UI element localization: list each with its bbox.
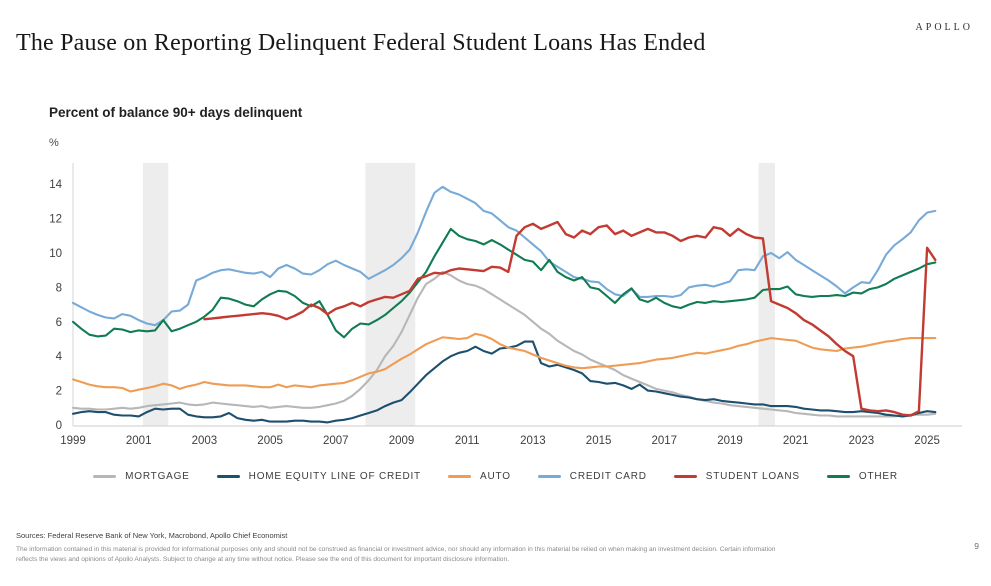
x-tick-label: 2003 bbox=[192, 435, 218, 447]
y-tick-label: 2 bbox=[56, 386, 62, 398]
y-axis-unit-label: % bbox=[49, 137, 59, 149]
x-tick-label: 2001 bbox=[126, 435, 152, 447]
legend-label-home-equity-line-of-credit: HOME EQUITY LINE OF CREDIT bbox=[248, 471, 421, 482]
x-tick-label: 2011 bbox=[455, 435, 480, 447]
series-line-other bbox=[71, 227, 937, 339]
x-tick-label: 2007 bbox=[323, 435, 349, 447]
series-line-student-loans bbox=[203, 220, 937, 417]
legend-swatch-home-equity-line-of-credit bbox=[216, 475, 240, 478]
legend-swatch-student-loans bbox=[673, 475, 697, 478]
legend-item-other: OTHER bbox=[826, 471, 898, 482]
legend-label-credit-card: CREDIT CARD bbox=[569, 471, 647, 482]
legend-item-credit-card: CREDIT CARD bbox=[537, 471, 647, 482]
y-tick-label: 14 bbox=[49, 179, 62, 191]
legend-item-student-loans: STUDENT LOANS bbox=[673, 471, 800, 482]
disclaimer-text: The information contained in this materi… bbox=[16, 546, 776, 563]
series-line-credit-card bbox=[71, 185, 937, 327]
y-tick-label: 0 bbox=[56, 420, 62, 432]
x-tick-label: 2013 bbox=[520, 435, 546, 447]
legend-swatch-credit-card bbox=[537, 475, 561, 478]
legend-swatch-auto bbox=[447, 475, 471, 478]
chart-legend: MORTGAGE HOME EQUITY LINE OF CREDIT AUTO CR… bbox=[0, 471, 991, 482]
series-line-mortgage bbox=[71, 270, 937, 418]
sources-note: Sources: Federal Reserve Bank of New Yor… bbox=[16, 531, 288, 540]
legend-label-other: OTHER bbox=[858, 471, 898, 482]
x-tick-label: 2005 bbox=[257, 435, 283, 447]
x-tick-label: 2009 bbox=[389, 435, 415, 447]
legend-label-auto: AUTO bbox=[479, 471, 511, 482]
legend-label-mortgage: MORTGAGE bbox=[125, 471, 190, 482]
x-tick-label: 2017 bbox=[652, 435, 678, 447]
y-tick-label: 12 bbox=[49, 214, 62, 226]
y-tick-label: 8 bbox=[56, 282, 62, 294]
legend-item-auto: AUTO bbox=[447, 471, 511, 482]
x-tick-label: 1999 bbox=[60, 435, 86, 447]
chart-subtitle: Percent of balance 90+ days delinquent bbox=[49, 105, 303, 120]
series-line-auto bbox=[71, 332, 937, 393]
recession-band bbox=[142, 163, 169, 426]
apollo-logo: APOLLO bbox=[915, 22, 973, 33]
x-tick-label: 2025 bbox=[914, 435, 940, 447]
y-tick-label: 4 bbox=[56, 351, 63, 363]
series-line-home-equity-line-of-credit bbox=[71, 340, 937, 424]
legend-swatch-other bbox=[826, 475, 850, 478]
legend-item-home-equity-line-of-credit: HOME EQUITY LINE OF CREDIT bbox=[216, 471, 421, 482]
x-tick-label: 2023 bbox=[849, 435, 875, 447]
legend-label-student-loans: STUDENT LOANS bbox=[705, 471, 800, 482]
page-title: The Pause on Reporting Delinquent Federa… bbox=[16, 30, 706, 56]
recession-band bbox=[758, 163, 776, 426]
x-tick-label: 2021 bbox=[783, 435, 809, 447]
y-tick-label: 10 bbox=[49, 248, 62, 260]
page-number: 9 bbox=[974, 541, 979, 551]
legend-swatch-mortgage bbox=[93, 475, 117, 478]
x-tick-label: 2019 bbox=[717, 435, 743, 447]
x-tick-label: 2015 bbox=[586, 435, 612, 447]
y-tick-label: 6 bbox=[56, 317, 62, 329]
legend-item-mortgage: MORTGAGE bbox=[93, 471, 190, 482]
